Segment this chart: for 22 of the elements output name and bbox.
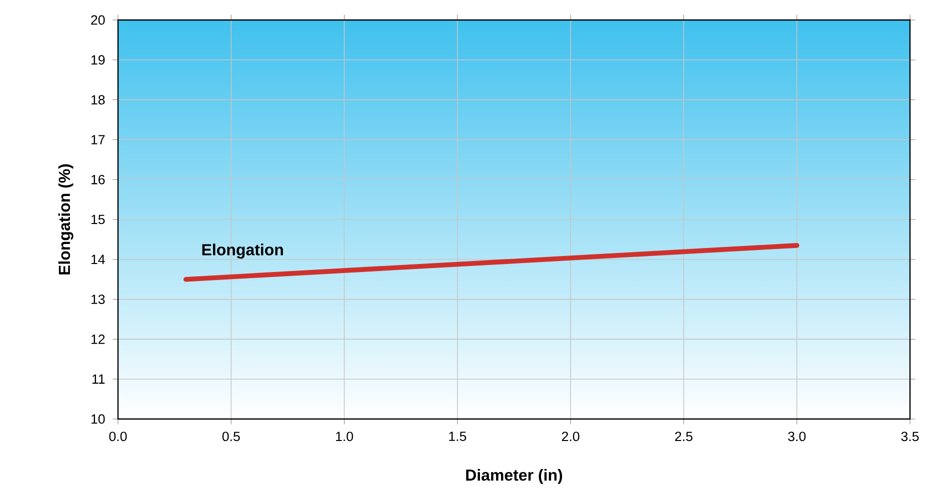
x-tick-label: 2.0: [562, 432, 580, 442]
y-tick-label: 18: [91, 95, 105, 105]
x-axis-title: Diameter (in): [466, 468, 562, 484]
x-tick-label: 3.0: [788, 432, 806, 442]
y-tick-label: 20: [91, 15, 105, 25]
y-tick-label: 12: [91, 334, 105, 344]
y-tick-label: 19: [91, 55, 105, 65]
series-label: Elongation: [202, 244, 283, 259]
y-tick-label: 10: [91, 414, 105, 424]
y-tick-label: 17: [91, 135, 105, 144]
x-tick-label: 3.5: [901, 432, 919, 442]
y-axis-title: Elongation (%): [58, 164, 74, 274]
x-tick-label: 1.5: [449, 432, 466, 442]
y-tick-label: 15: [91, 214, 105, 224]
y-tick-label: 16: [91, 174, 105, 184]
y-tick-label: 11: [92, 374, 105, 384]
y-tick-label: 14: [91, 254, 105, 264]
x-tick-label: 0.0: [109, 432, 127, 442]
x-tick-label: 1.0: [336, 432, 354, 442]
x-tick-label: 2.5: [675, 432, 692, 442]
x-tick-label: 0.5: [222, 432, 240, 442]
y-tick-label: 13: [91, 294, 105, 304]
